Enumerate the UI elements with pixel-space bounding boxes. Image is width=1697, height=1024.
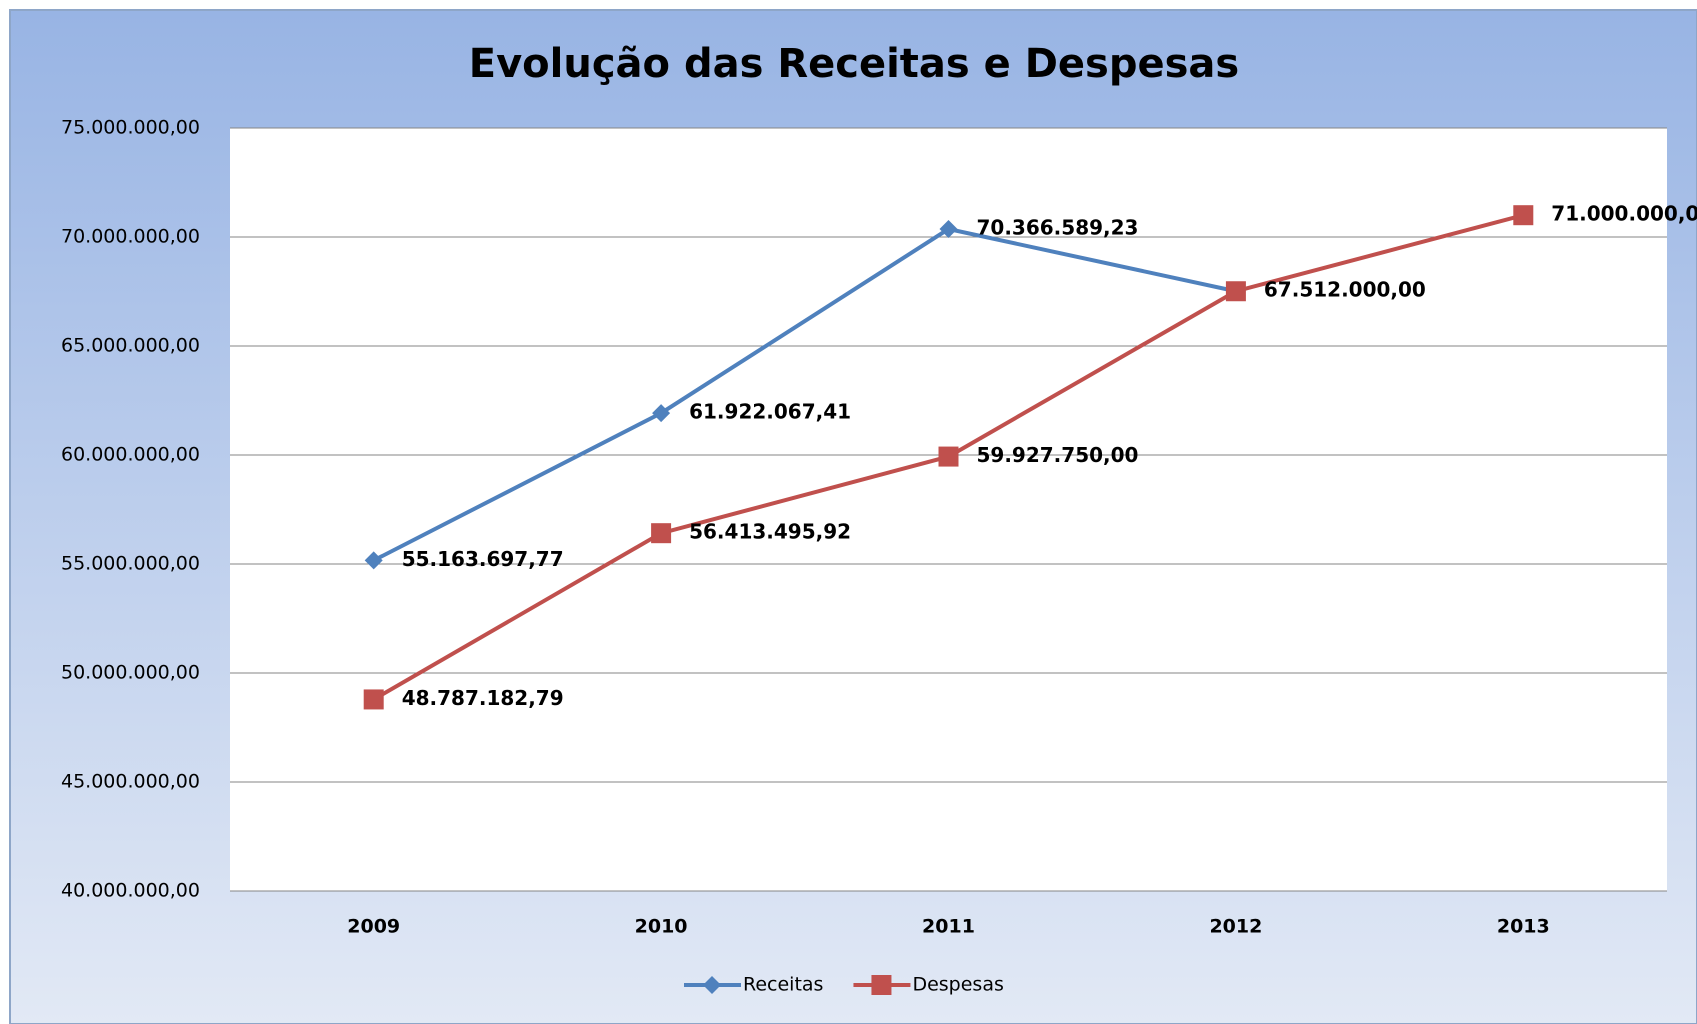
data-point xyxy=(1513,205,1534,226)
data-label: 56.413.495,92 xyxy=(689,520,851,544)
legend-label: Receitas xyxy=(743,974,823,996)
data-label: 70.366.589,23 xyxy=(977,216,1139,240)
y-tick-label: 75.000.000,00 xyxy=(61,117,200,139)
data-point xyxy=(938,446,959,467)
y-tick-label: 70.000.000,00 xyxy=(61,226,200,248)
data-label: 71.000.000,00 xyxy=(1551,202,1697,226)
y-tick-label: 50.000.000,00 xyxy=(61,662,200,684)
y-tick-label: 45.000.000,00 xyxy=(61,771,200,793)
x-tick-label: 2011 xyxy=(922,916,975,938)
y-tick-label: 60.000.000,00 xyxy=(61,444,200,466)
plot-area xyxy=(230,128,1667,891)
legend-marker xyxy=(871,975,892,995)
series-line xyxy=(372,226,1237,563)
legend-label: Despesas xyxy=(912,974,1003,996)
data-point xyxy=(363,689,384,710)
data-label: 59.927.750,00 xyxy=(977,443,1139,467)
x-tick-label: 2009 xyxy=(347,916,400,938)
data-point xyxy=(1225,281,1246,302)
y-tick-label: 55.000.000,00 xyxy=(61,553,200,575)
data-label: 61.922.067,41 xyxy=(689,400,851,424)
y-tick-label: 40.000.000,00 xyxy=(61,880,200,902)
data-point xyxy=(939,220,958,239)
y-tick-label: 65.000.000,00 xyxy=(61,335,200,357)
data-point xyxy=(652,404,671,423)
x-tick-label: 2010 xyxy=(635,916,688,938)
x-tick-label: 2012 xyxy=(1209,916,1262,938)
data-label: 48.787.182,79 xyxy=(402,686,564,710)
x-tick-label: 2013 xyxy=(1497,916,1550,938)
data-label: 55.163.697,77 xyxy=(402,547,564,571)
data-point xyxy=(364,551,383,570)
data-point xyxy=(651,523,672,544)
chart-title: Evolução das Receitas e Despesas xyxy=(469,41,1239,87)
legend-marker xyxy=(703,976,721,994)
data-label: 67.512.000,00 xyxy=(1264,278,1426,302)
